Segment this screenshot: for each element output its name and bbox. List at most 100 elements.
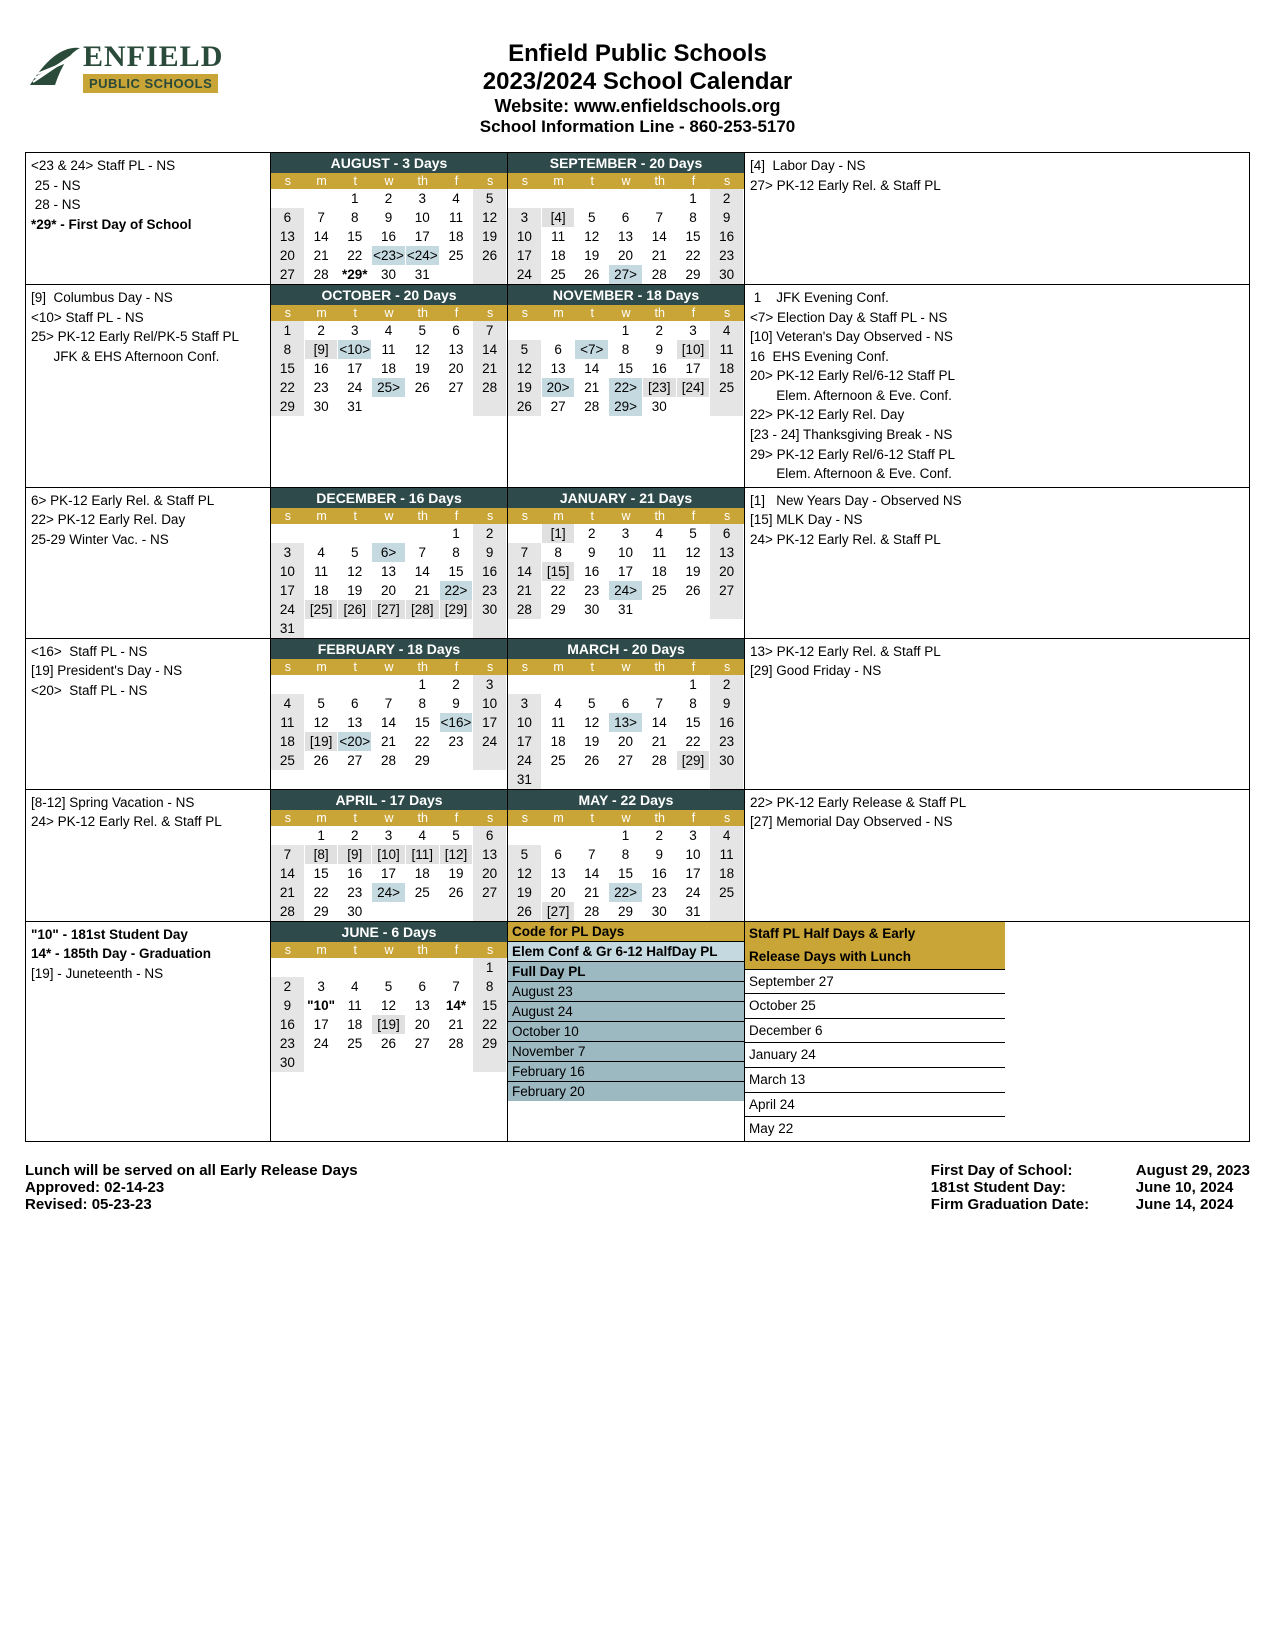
week-row: 1920>2122>[23][24]25 — [508, 378, 744, 397]
week-row: 123456 — [271, 826, 507, 845]
day-cell: 19 — [338, 581, 372, 600]
note-line: [15] MLK Day - NS — [750, 510, 1000, 530]
day-cell: 7 — [372, 694, 406, 713]
day-cell — [508, 826, 542, 845]
day-cell: 7 — [643, 694, 677, 713]
day-cell: 18 — [338, 1015, 372, 1034]
dow-cell: w — [372, 173, 406, 189]
day-cell: [9] — [338, 845, 372, 864]
day-cell: 26 — [575, 265, 609, 284]
note-line: 22> PK-12 Early Release & Staff PL — [750, 793, 1000, 813]
week-row: 18[19]<20>21222324 — [271, 732, 507, 751]
dow-cell: f — [440, 942, 474, 958]
day-cell: 14 — [372, 713, 406, 732]
day-cell: 5 — [440, 826, 474, 845]
day-cell — [305, 958, 339, 977]
notes-right: 13> PK-12 Early Rel. & Staff PL[29] Good… — [745, 639, 1005, 789]
week-row: 26272829>30 — [508, 397, 744, 416]
day-cell: [23] — [643, 378, 677, 397]
day-cell: 8 — [609, 845, 643, 864]
legend-item: August 23 — [508, 982, 744, 1002]
day-cell: "10" — [305, 996, 339, 1015]
notes-right: 1 JFK Evening Conf.<7> Election Day & St… — [745, 285, 1005, 487]
legend-item: August 24 — [508, 1002, 744, 1022]
legend-item: February 20 — [508, 1082, 744, 1101]
day-cell: 19 — [406, 359, 440, 378]
note-line: Elem. Afternoon & Eve. Conf. — [750, 386, 1000, 406]
week-row: 7[8][9][10][11][12]13 — [271, 845, 507, 864]
day-cell: 18 — [406, 864, 440, 883]
note-line: 22> PK-12 Early Rel. Day — [750, 405, 1000, 425]
day-cell: 16 — [473, 562, 507, 581]
day-cell: 27 — [609, 751, 643, 770]
day-cell: 8 — [609, 340, 643, 359]
week-row: 56<7>89[10]11 — [508, 340, 744, 359]
day-cell: 14 — [508, 562, 542, 581]
note-line: [9] Columbus Day - NS — [31, 288, 265, 308]
day-cell: 2 — [575, 524, 609, 543]
week-row: 293031 — [271, 397, 507, 416]
day-cell: 6 — [440, 321, 474, 340]
day-cell — [710, 902, 744, 921]
legend-item: March 13 — [745, 1068, 1005, 1093]
calendar-row: <16> Staff PL - NS[19] President's Day -… — [26, 639, 1249, 790]
day-cell: 30 — [271, 1053, 305, 1072]
day-cell — [305, 619, 339, 638]
dow-cell: m — [305, 173, 339, 189]
dow-cell: th — [406, 305, 440, 321]
day-cell: 11 — [710, 845, 744, 864]
day-cell: 21 — [372, 732, 406, 751]
day-cell: 19 — [575, 732, 609, 751]
day-cell: 9 — [271, 996, 305, 1015]
day-cell: 20 — [609, 732, 643, 751]
day-cell: 26 — [508, 902, 542, 921]
dow-cell: s — [271, 810, 305, 826]
dow-cell: s — [473, 305, 507, 321]
dow-row: smtwthfs — [508, 810, 744, 826]
day-cell: 31 — [508, 770, 542, 789]
title-2: 2023/2024 School Calendar — [255, 68, 1020, 96]
day-cell: 23 — [643, 883, 677, 902]
dow-cell: w — [372, 305, 406, 321]
day-cell: 30 — [473, 600, 507, 619]
week-row: 14[15]1617181920 — [508, 562, 744, 581]
day-cell: 2 — [473, 524, 507, 543]
legend-item: December 6 — [745, 1019, 1005, 1044]
legend-item: October 25 — [745, 994, 1005, 1019]
week-row: 14151617181920 — [271, 864, 507, 883]
day-cell: 9 — [473, 543, 507, 562]
week-row: 78910111213 — [508, 543, 744, 562]
note-line: *29* - First Day of School — [31, 215, 265, 235]
day-cell: 8 — [677, 208, 711, 227]
day-cell: 20 — [609, 246, 643, 265]
day-cell: 4 — [440, 189, 474, 208]
day-cell: 26 — [575, 751, 609, 770]
day-cell: 1 — [338, 189, 372, 208]
day-cell: 6 — [271, 208, 305, 227]
day-cell: 28 — [575, 902, 609, 921]
day-cell — [473, 751, 507, 770]
day-cell: 20 — [271, 246, 305, 265]
day-cell: 4 — [710, 321, 744, 340]
day-cell: 27 — [473, 883, 507, 902]
day-cell: 17 — [508, 246, 542, 265]
week-row: 9"10"11121314*15 — [271, 996, 507, 1015]
dow-cell: s — [473, 659, 507, 675]
day-cell: [24] — [677, 378, 711, 397]
day-cell: 27 — [271, 265, 305, 284]
week-row: 123 — [271, 675, 507, 694]
day-cell: 14 — [643, 227, 677, 246]
day-cell: 24> — [609, 581, 643, 600]
day-cell: 27 — [710, 581, 744, 600]
note-line: 6> PK-12 Early Rel. & Staff PL — [31, 491, 265, 511]
dow-cell: w — [609, 305, 643, 321]
day-cell: 14 — [643, 713, 677, 732]
footer-value: June 10, 2024 — [1136, 1179, 1234, 1196]
day-cell: 30 — [710, 751, 744, 770]
day-cell: 15 — [609, 359, 643, 378]
day-cell: 2 — [643, 826, 677, 845]
dow-cell: f — [440, 173, 474, 189]
day-cell: 10 — [406, 208, 440, 227]
dow-cell: m — [305, 305, 339, 321]
week-row: 10111213141516 — [508, 227, 744, 246]
